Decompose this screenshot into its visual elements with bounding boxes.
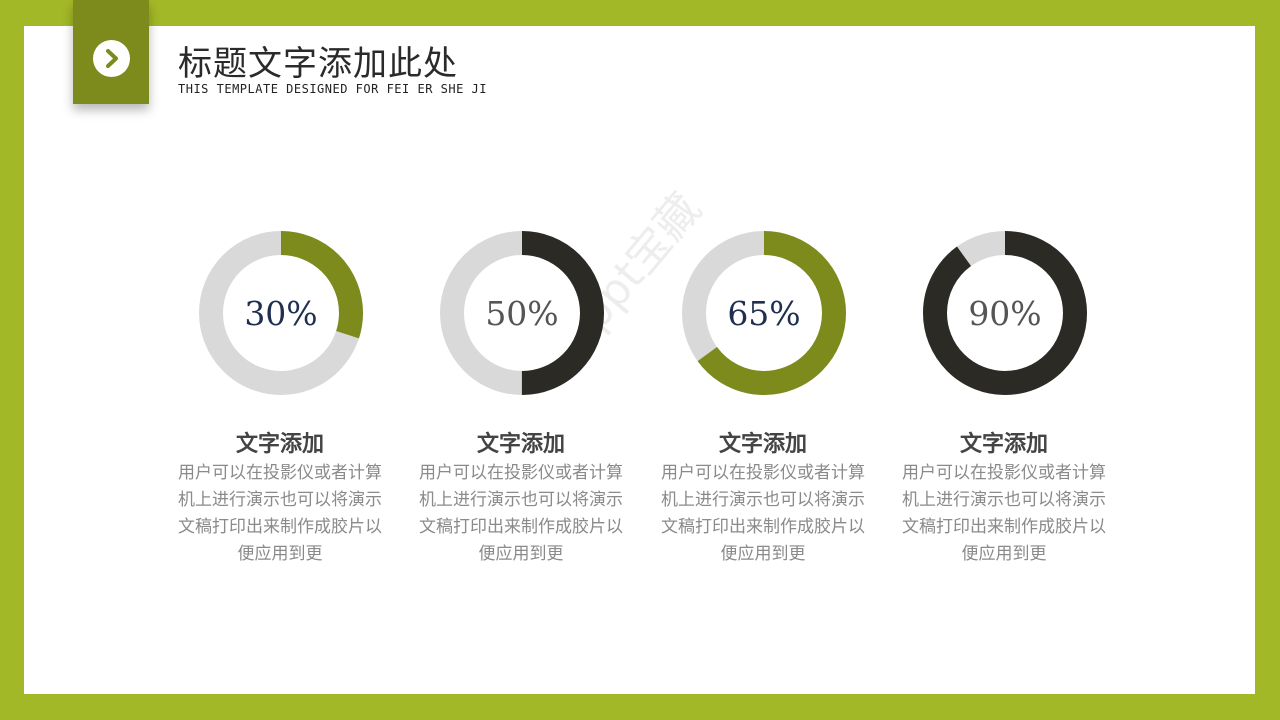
- donut-chart-1: 30%: [198, 230, 364, 396]
- page-title: 标题文字添加此处: [178, 44, 458, 84]
- card-description-4: 用户可以在投影仪或者计算机上进行演示也可以将演示文稿打印出来制作成胶片以便应用到…: [902, 463, 1106, 564]
- card-title-1: 文字添加: [235, 431, 324, 457]
- header-tab: [73, 0, 149, 104]
- card-title-2: 文字添加: [476, 431, 565, 457]
- donut-value-arc-3: [682, 231, 846, 395]
- donut-value-arc-1: [199, 231, 363, 395]
- donut-value-1: 30%: [244, 293, 318, 333]
- card-description-2: 用户可以在投影仪或者计算机上进行演示也可以将演示文稿打印出来制作成胶片以便应用到…: [419, 463, 623, 564]
- card-description-3: 用户可以在投影仪或者计算机上进行演示也可以将演示文稿打印出来制作成胶片以便应用到…: [661, 463, 865, 564]
- donut-svg-2: [440, 231, 604, 395]
- page-subtitle: THIS TEMPLATE DESIGNED FOR FEI ER SHE JI: [178, 82, 487, 96]
- card-title-3: 文字添加: [718, 431, 807, 457]
- donut-chart-4: 90%: [922, 230, 1088, 396]
- donut-svg-1: [199, 231, 363, 395]
- donut-value-arc-2: [440, 231, 604, 395]
- donut-value-arc-4: [923, 231, 1087, 395]
- donut-chart-3: 65%: [681, 230, 847, 396]
- card-description-1: 用户可以在投影仪或者计算机上进行演示也可以将演示文稿打印出来制作成胶片以便应用到…: [178, 463, 382, 564]
- donut-svg-3: [682, 231, 846, 395]
- donut-value-4: 90%: [968, 293, 1042, 333]
- chevron-right-icon[interactable]: [93, 40, 130, 77]
- donut-value-2: 50%: [485, 293, 559, 333]
- donut-svg-4: [923, 231, 1087, 395]
- card-title-4: 文字添加: [959, 431, 1048, 457]
- donut-value-3: 65%: [727, 293, 801, 333]
- donut-chart-2: 50%: [439, 230, 605, 396]
